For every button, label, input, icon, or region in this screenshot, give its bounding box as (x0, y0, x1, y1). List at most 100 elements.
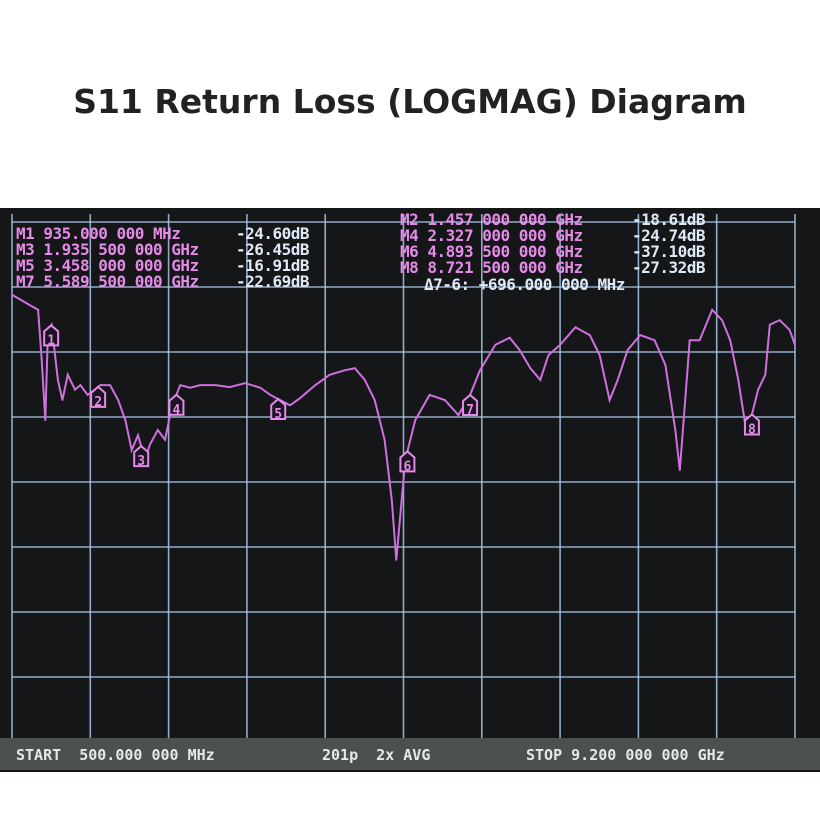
m8-freq: 8.721 500 000 GHz (427, 258, 583, 277)
trace-point (769, 323, 771, 326)
marker-flag-icon (133, 444, 150, 468)
marker-label: 6 (404, 459, 412, 474)
trace-point (164, 438, 166, 441)
m4-value: -24.74dB (632, 226, 706, 245)
m5-value: -16.91dB (236, 256, 310, 275)
trace-point (721, 319, 723, 321)
trace-point (11, 294, 13, 296)
readout-m3: M3 1.935 500 000 GHz (16, 242, 199, 258)
trace-point (328, 373, 331, 376)
trace-point (199, 384, 201, 386)
trace-point (289, 404, 291, 407)
trace-point (737, 379, 740, 381)
trace-point (117, 399, 119, 401)
trace-point (179, 384, 182, 386)
marker-flag-icon (90, 385, 107, 408)
trace-point (383, 438, 386, 441)
m1-value: -24.60dB (236, 224, 310, 243)
trace-point (698, 339, 701, 342)
trace-point (130, 449, 133, 451)
m5-label: M5 (16, 256, 35, 275)
trace-point (529, 367, 532, 370)
trace-point (57, 379, 59, 381)
readout-m2: M2 1.457 000 000 GHz (400, 212, 583, 228)
trace-point (354, 367, 356, 370)
trace-point (428, 394, 431, 396)
page-title: S11 Return Loss (LOGMAG) Diagram (73, 82, 747, 121)
trace-point (229, 386, 231, 388)
trace-point (189, 386, 191, 389)
trace-point (626, 349, 629, 351)
marker-label: 3 (137, 454, 145, 469)
marker-4: 4 (168, 393, 185, 418)
m2-freq: 1.457 000 000 GHz (427, 210, 583, 229)
trace-point (109, 384, 111, 386)
trace-point (729, 339, 731, 342)
trace-point (757, 388, 759, 391)
s11-trace (11, 293, 796, 561)
m3-value: -26.45dB (236, 240, 310, 259)
trace-point (86, 394, 89, 396)
m8-label: M8 (400, 258, 419, 277)
trace-point (67, 373, 69, 376)
trace-point (269, 394, 272, 396)
trace-point (444, 399, 446, 401)
trace-point (44, 419, 47, 422)
trace-point (124, 419, 127, 422)
trace-point (40, 359, 43, 361)
readout-m1: M1 935.000 000 MHz (16, 226, 181, 242)
marker-label: 4 (173, 403, 181, 418)
trace-point (148, 444, 151, 446)
marker-flag-icon (270, 397, 287, 421)
trace-point (61, 399, 64, 401)
stop-frequency: STOP 9.200 000 000 GHz (526, 746, 725, 764)
m3-freq: 1.935 500 000 GHz (43, 240, 199, 259)
trace-point (608, 399, 611, 401)
points-averaging: 201p 2x AVG (322, 746, 431, 764)
trace-point (137, 434, 139, 437)
trace-point (399, 518, 401, 521)
status-bar (0, 738, 820, 770)
m7-freq: 5.589 500 000 GHz (43, 272, 199, 291)
m2-label: M2 (400, 210, 419, 229)
trace-point (259, 386, 262, 389)
marker-flag-icon (743, 413, 760, 436)
trace-point (37, 308, 39, 311)
readout-m8: M8 8.721 500 000 GHz (400, 260, 583, 276)
readout-m4: M4 2.327 000 000 GHz (400, 228, 583, 244)
readout-m7: M7 5.589 500 000 GHz (16, 274, 199, 290)
marker-8: 8 (743, 413, 760, 438)
trace-point (539, 379, 542, 381)
trace-point (299, 397, 301, 399)
trace-point (29, 304, 31, 307)
marker-7: 7 (462, 393, 479, 418)
trace-point (79, 384, 82, 386)
trace-point (679, 469, 681, 472)
trace-point (574, 326, 577, 329)
m7-label: M7 (16, 272, 35, 291)
trace-point (547, 354, 550, 357)
trace-point (778, 319, 781, 321)
trace-point (74, 388, 76, 391)
trace-point (414, 419, 417, 422)
m6-freq: 4.893 500 000 GHz (427, 242, 583, 261)
trace-point (518, 349, 521, 351)
trace-point (764, 373, 767, 376)
trace-point (364, 379, 366, 381)
m8-value: -27.32dB (632, 258, 706, 277)
trace-point (99, 384, 101, 386)
trace-point (589, 334, 591, 336)
trace-point (639, 334, 641, 336)
trace-point (684, 399, 686, 401)
trace-point (314, 384, 317, 386)
readout-m5: M5 3.458 000 000 GHz (16, 258, 199, 274)
marker-flag-icon (168, 393, 185, 416)
marker-3: 3 (133, 444, 150, 469)
vna-screen (0, 208, 820, 772)
marker-label: 7 (466, 403, 474, 418)
m2-value: -18.61dB (632, 210, 706, 229)
m6-value: -37.10dB (632, 242, 706, 261)
marker-flag-icon (462, 393, 479, 416)
marker-label: 1 (47, 333, 55, 348)
trace-point (391, 499, 393, 502)
